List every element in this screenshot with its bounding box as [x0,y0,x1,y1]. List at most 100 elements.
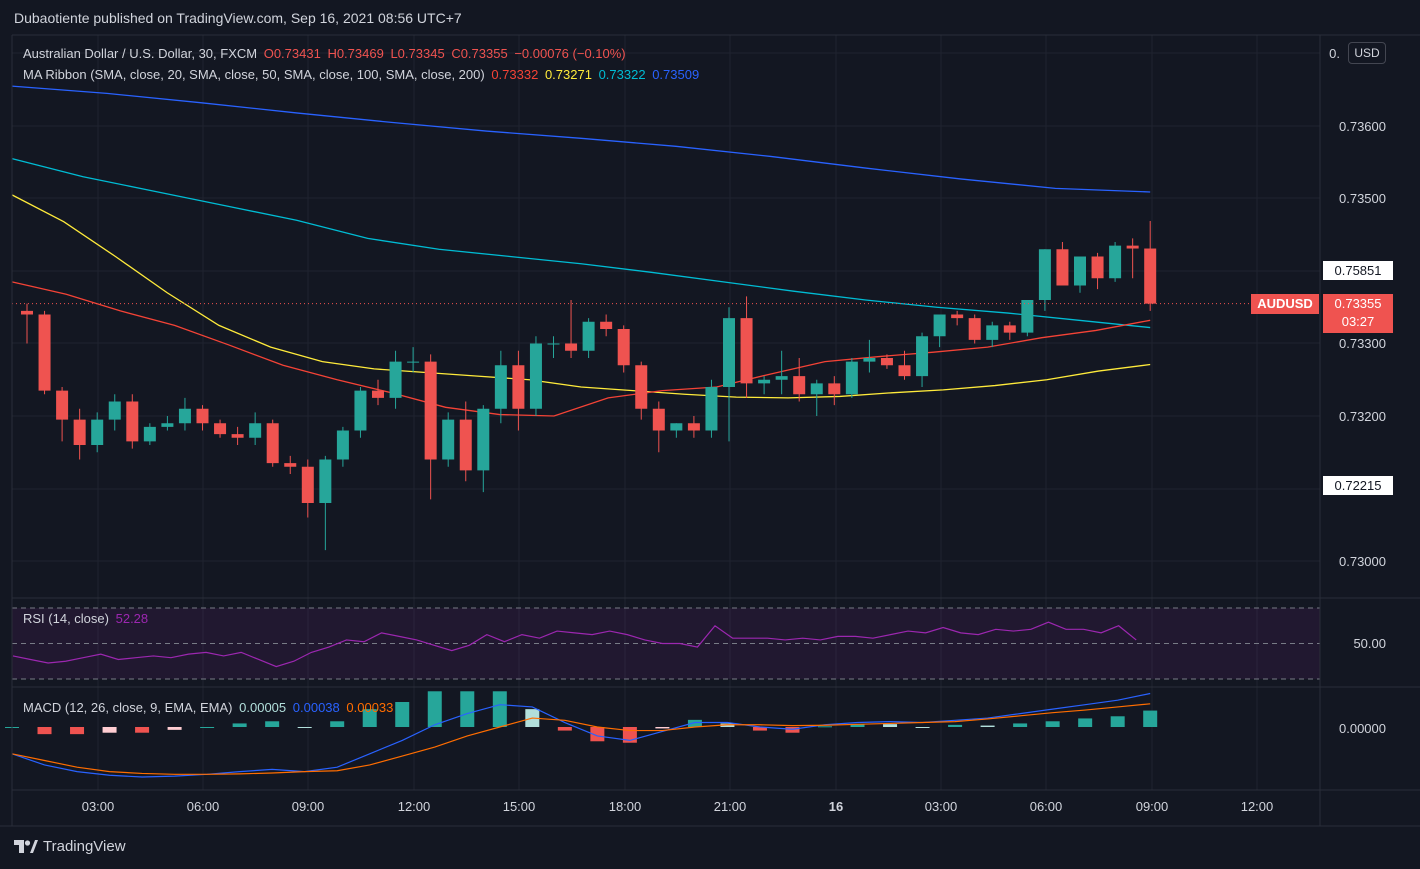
candle-body [319,459,332,503]
candle-body [161,423,174,427]
currency-button[interactable]: USD [1348,42,1386,64]
ma200-value: 0.73509 [652,67,700,82]
candle-body [740,318,753,384]
macd-hist-bar [948,724,963,727]
candle-body [494,365,507,409]
candle-body [336,430,349,460]
candle-body [1021,300,1034,333]
candle-body [73,419,86,445]
legend-open: O0.73431 [263,46,321,61]
candle-body [968,318,981,340]
macd-hist-bar [362,709,377,727]
macd-hist-bar [915,727,930,728]
legend-symbol[interactable]: Australian Dollar / U.S. Dollar, 30, FXC… [23,46,258,61]
candle-body [1074,256,1086,286]
macd-hist-bar [297,727,312,728]
symbol-tag: AUDUSD [1251,294,1319,314]
brand-name: TradingView [43,838,126,855]
candle-body [249,423,262,438]
time-label: 09:00 [1135,799,1169,814]
candle-body [933,314,946,337]
candle-body [1038,249,1051,300]
macd-hist-bar [980,725,995,727]
macd-hist-bar [655,727,670,729]
price-label-73600: 0.73600 [1339,119,1386,134]
candle-body [407,361,420,363]
macd-hist-bar [200,727,215,728]
time-label: 12:00 [397,799,431,814]
candle-body [723,318,735,387]
time-label-day: 16 [828,799,844,814]
candle-body [301,466,314,503]
candle-body [1091,256,1104,279]
candle-body [266,423,279,464]
time-label: 18:00 [608,799,642,814]
macd-hist-bar [785,727,800,733]
last-price: 0.73355 [1334,296,1382,311]
candle-body [424,361,437,460]
tradingview-logo-icon [14,840,38,853]
rsi-title[interactable]: RSI (14, close) [23,611,109,626]
candle-body [284,463,297,467]
time-label: 06:00 [186,799,220,814]
candle-body [529,343,542,409]
candle-body [143,426,156,442]
macd-hist-bar [492,691,507,727]
macd-hist-bar [135,727,150,733]
candle-body [810,383,823,395]
macd-signal-line [11,703,1151,775]
candle-body [863,358,876,362]
macd-signal-value: 0.00033 [346,700,394,715]
time-label: 21:00 [713,799,747,814]
price-box-72215: 0.72215 [1323,476,1393,495]
ma-title[interactable]: MA Ribbon (SMA, close, 20, SMA, close, 5… [23,67,485,82]
candle-body [986,325,999,340]
candle-body [477,408,490,471]
candle-body [196,408,209,424]
candle-body [38,314,51,391]
candle-body [951,314,964,319]
macd-line-value: 0.00038 [292,700,340,715]
candle-body [845,361,858,395]
candle-body [214,423,227,435]
candle-body [705,387,718,431]
macd-hist-bar [557,727,572,731]
candle-body [793,376,806,395]
candle-body [389,361,402,398]
candle-body [354,390,367,431]
rsi-legend: RSI (14, close) 52.28 [23,611,151,626]
tradingview-brand[interactable]: TradingView [14,838,126,855]
macd-hist-bar [818,726,832,728]
ma100-value: 0.73322 [598,67,646,82]
chart-frame [0,34,1420,827]
candle-body [231,434,244,438]
ma-legend: MA Ribbon (SMA, close, 20, SMA, close, 5… [23,67,702,82]
macd-hist-bar [850,724,865,727]
legend-close: C0.73355 [451,46,508,61]
macd-hist-bar [37,727,52,735]
candle-body [108,401,121,420]
macd-hist-bar [1013,723,1028,727]
macd-hist-bar [883,724,898,727]
candle-body [1126,245,1139,249]
ma-ribbon-lines [11,85,1151,417]
rsi-line [12,621,1137,668]
ma50-value: 0.73271 [544,67,592,82]
macd-title[interactable]: MACD (12, 26, close, 9, EMA, EMA) [23,700,233,715]
candle-body [652,408,665,431]
ma20-line [11,281,1151,417]
price-label-73000: 0.73000 [1339,554,1386,569]
rsi-pane [12,607,1320,680]
time-label: 12:00 [1240,799,1274,814]
candle-body [512,365,525,409]
candle-body [21,310,33,315]
candle-body [880,358,893,366]
macd-hist-bar [1078,718,1093,727]
candle-body [600,321,613,329]
macd-hist-bar [1143,710,1158,727]
time-label: 09:00 [291,799,325,814]
macd-hist-bar [265,721,280,727]
macd-hist-bar [102,727,117,733]
macd-axis-label: 0.00000 [1339,721,1386,736]
